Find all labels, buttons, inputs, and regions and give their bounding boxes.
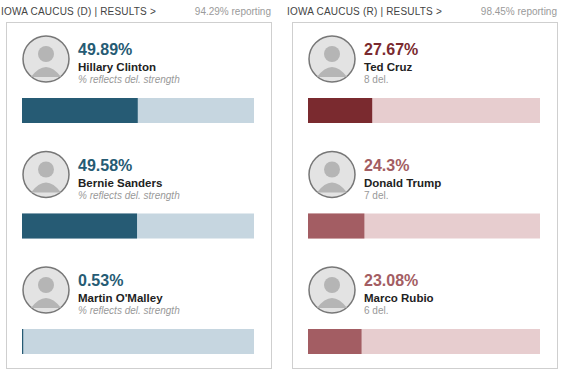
annotation: % reflects del. strength (78, 305, 180, 316)
avatar (309, 36, 355, 82)
avatar-head (324, 46, 340, 62)
value-label: 24.3% (364, 157, 409, 174)
candidate-name: Ted Cruz (364, 61, 413, 73)
bar-group (22, 329, 23, 354)
avatar-body (317, 298, 347, 308)
candidate-name: Marco Rubio (364, 292, 434, 304)
candidate-name: Hillary Clinton (78, 61, 156, 73)
panel-frame (7, 23, 272, 369)
avatar-head (38, 162, 54, 178)
avatar-head (38, 277, 54, 293)
bar (22, 98, 138, 123)
candidate-name: Donald Trump (364, 177, 441, 189)
value-label: 49.58% (78, 157, 132, 174)
bar (308, 214, 364, 239)
avatar-body (31, 67, 61, 77)
bar-track (308, 98, 540, 123)
avatar-body (31, 183, 61, 193)
avatar (23, 152, 69, 198)
panel: IOWA CAUCUS (D) | RESULTS > 94.29% report… (1, 6, 272, 369)
annotation: 7 del. (364, 190, 388, 201)
bar-track (308, 329, 540, 354)
avatar-head (324, 162, 340, 178)
avatar-circle (309, 36, 355, 82)
bar-track (22, 214, 254, 239)
avatar (309, 267, 355, 313)
avatar-circle (309, 267, 355, 313)
panel-frame (293, 23, 558, 369)
avatar-circle (309, 152, 355, 198)
annotation: 6 del. (364, 305, 388, 316)
annotation: % reflects del. strength (78, 74, 180, 85)
candidate-name: Martin O'Malley (78, 292, 163, 304)
chart-page: IOWA CAUCUS (D) | RESULTS > 94.29% report… (0, 0, 565, 375)
avatar-body (317, 183, 347, 193)
bar-group (22, 98, 138, 123)
bar-group (308, 98, 372, 123)
avatar-body (31, 298, 61, 308)
avatar-head (38, 46, 54, 62)
value-label: 23.08% (364, 272, 418, 289)
bar-group (308, 329, 362, 354)
avatar-body (317, 67, 347, 77)
bar (22, 329, 23, 354)
avatar (309, 152, 355, 198)
annotation: 8 del. (364, 74, 388, 85)
value-label: 27.67% (364, 41, 418, 58)
subtitle: 94.29% reporting (195, 6, 271, 17)
bar-track (22, 329, 254, 354)
avatar-head (324, 277, 340, 293)
bar (308, 98, 372, 123)
bar (308, 329, 362, 354)
bar (22, 214, 137, 239)
value-label: 49.89% (78, 41, 132, 58)
bar-track (308, 214, 540, 239)
avatar-circle (23, 36, 69, 82)
avatar (23, 267, 69, 313)
title[interactable]: IOWA CAUCUS (R) | RESULTS > (287, 6, 442, 17)
value-label: 0.53% (78, 272, 123, 289)
bar-group (22, 214, 137, 239)
panel: IOWA CAUCUS (R) | RESULTS > 98.45% report… (287, 6, 558, 369)
avatar (23, 36, 69, 82)
bar-group (308, 214, 364, 239)
title[interactable]: IOWA CAUCUS (D) | RESULTS > (1, 6, 156, 17)
avatar-circle (23, 152, 69, 198)
avatar-circle (23, 267, 69, 313)
candidate-name: Bernie Sanders (78, 177, 162, 189)
subtitle: 98.45% reporting (481, 6, 557, 17)
annotation: % reflects del. strength (78, 190, 180, 201)
bar-track (22, 98, 254, 123)
